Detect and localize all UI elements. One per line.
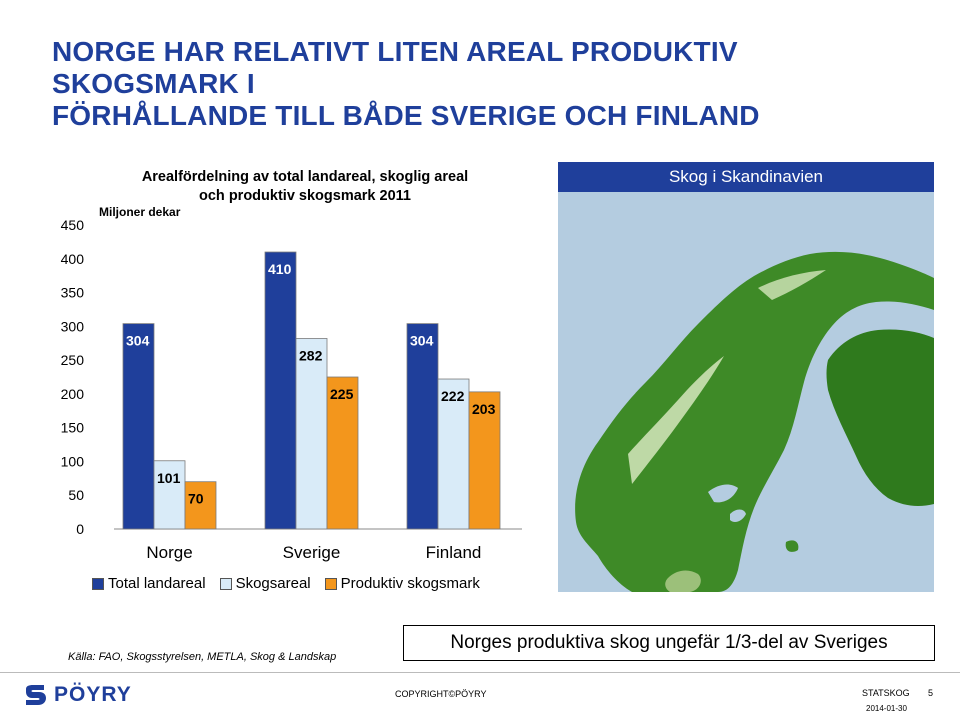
y-tick-label: 350	[61, 285, 85, 301]
y-tick-label: 150	[61, 420, 85, 436]
org-name: STATSKOG	[862, 688, 910, 698]
y-tick-label: 50	[68, 487, 84, 503]
poyry-logo: PÖYRY	[22, 683, 132, 707]
bar-2	[326, 376, 359, 530]
chart-title: Arealfördelning av total landareal, skog…	[95, 168, 515, 206]
map-northern-tundra	[758, 270, 826, 300]
slide-title-line1: NORGE HAR RELATIVT LITEN AREAL PRODUKTIV…	[52, 36, 738, 99]
data-label: 304	[410, 333, 434, 349]
chart-title-line1: Arealfördelning av total landareal, skog…	[141, 169, 469, 185]
legend-item: Skogsareal	[219, 575, 311, 592]
slide-date: 2014-01-30	[866, 704, 907, 713]
scandinavia-forest-map	[558, 192, 934, 592]
y-tick-label: 400	[61, 251, 85, 267]
y-tick-label: 100	[61, 453, 85, 469]
legend-item: Total landareal	[92, 575, 206, 592]
map-gotland	[785, 540, 799, 552]
map-image	[558, 192, 934, 592]
footer-divider	[0, 672, 960, 673]
map-scandinavian-peninsula	[575, 251, 934, 592]
x-category-label: Finland	[426, 543, 482, 562]
bar-1	[153, 460, 186, 530]
bar-2	[184, 481, 217, 530]
data-label: 70	[188, 491, 204, 507]
chart-unit-label: Miljoner dekar	[99, 205, 181, 219]
map-panel: Skog i Skandinavien	[558, 162, 934, 592]
logo-text: PÖYRY	[54, 683, 132, 706]
poyry-logo-icon	[26, 685, 46, 705]
slide-title: NORGE HAR RELATIVT LITEN AREAL PRODUKTIV…	[52, 36, 932, 132]
data-label: 222	[441, 388, 465, 404]
bar-chart: 0 50 100 150 200 250 300 350 400 450 304 101 70 Norge…	[61, 217, 522, 562]
legend-label: Skogsareal	[235, 575, 311, 592]
data-label: 304	[126, 333, 150, 349]
bar-1	[295, 338, 328, 530]
data-label: 203	[472, 401, 496, 417]
x-category-label: Norge	[146, 543, 192, 562]
map-mountains	[628, 356, 724, 484]
page-number: 5	[928, 688, 934, 698]
bar-0	[264, 251, 297, 530]
legend-label: Produktiv skogsmark	[340, 575, 480, 592]
bar-0	[122, 323, 155, 530]
slide-title-line2: FÖRHÅLLANDE TILL BÅDE SVERIGE OCH FINLAN…	[52, 100, 760, 131]
y-tick-label: 0	[76, 521, 84, 537]
bar-1	[437, 378, 470, 530]
legend-item: Produktiv skogsmark	[324, 575, 480, 592]
bar-2	[468, 391, 501, 530]
map-header: Skog i Skandinavien	[558, 162, 934, 192]
copyright: COPYRIGHT©PÖYRY	[395, 689, 487, 699]
bar-0	[406, 323, 439, 530]
data-label: 282	[299, 347, 323, 363]
chart-title-line2: och produktiv skogsmark 2011	[199, 188, 411, 204]
map-finland	[826, 329, 934, 506]
map-lake-vattern	[730, 509, 746, 522]
legend-swatch	[92, 577, 104, 590]
y-tick-label: 300	[61, 318, 85, 334]
legend-swatch	[324, 577, 337, 590]
legend-swatch	[219, 577, 232, 590]
map-denmark	[665, 570, 701, 592]
highlight-box: Norges produktiva skog ungefär 1/3-del a…	[403, 625, 935, 661]
x-category-label: Sverige	[283, 543, 341, 562]
chart-legend: Total landareal Skogsareal Produktiv skogs…	[92, 575, 480, 592]
data-label: 410	[268, 261, 292, 277]
y-tick-label: 200	[61, 386, 85, 402]
map-landmass	[575, 251, 934, 592]
source-note: Källa: FAO, Skogsstyrelsen, METLA, Skog …	[68, 651, 337, 663]
legend-label: Total landareal	[108, 575, 206, 592]
y-tick-label: 250	[61, 352, 85, 368]
data-label: 225	[330, 386, 354, 402]
data-label: 101	[157, 470, 181, 486]
map-lake-vanern	[708, 484, 738, 503]
y-tick-label: 450	[61, 217, 85, 233]
